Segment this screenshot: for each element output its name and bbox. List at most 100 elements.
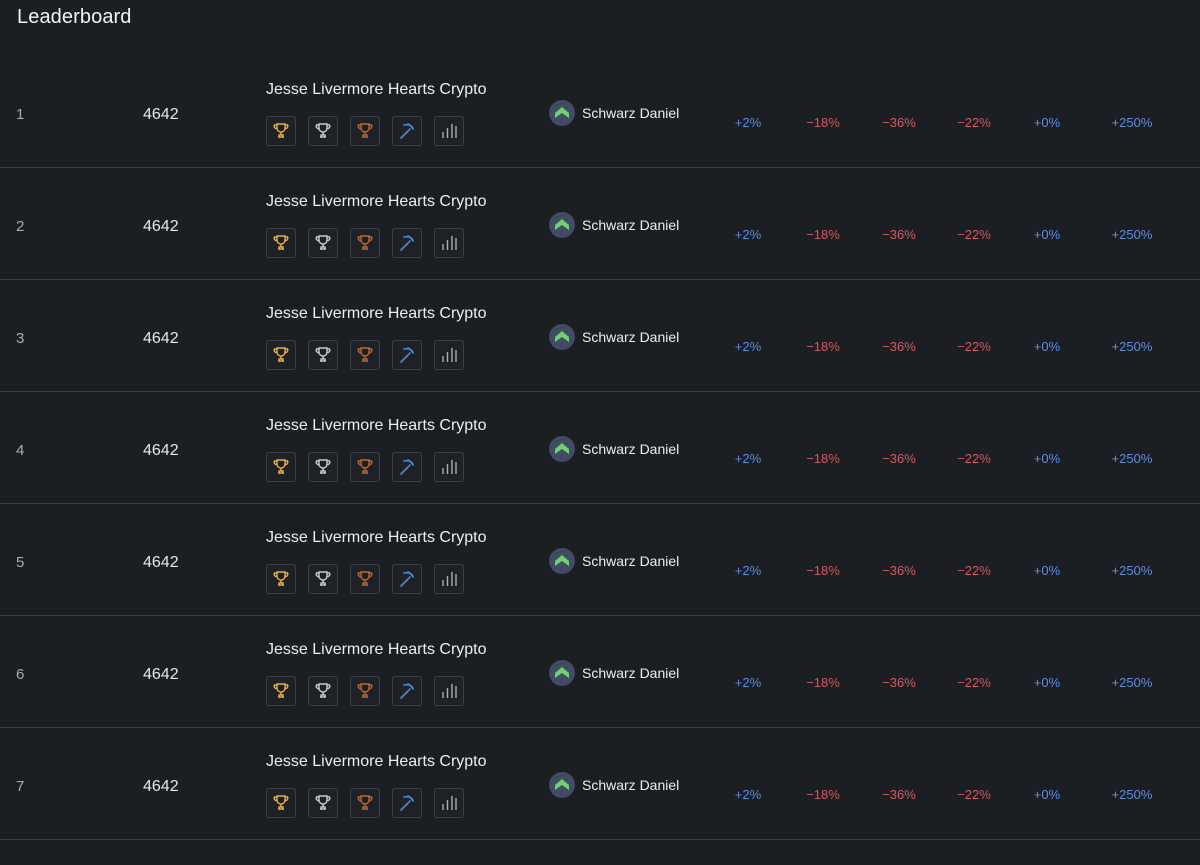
pickaxe-icon[interactable] <box>392 564 422 594</box>
pickaxe-icon[interactable] <box>392 228 422 258</box>
strategy-name[interactable]: Jesse Livermore Hearts Crypto <box>266 753 487 770</box>
badge-group <box>266 116 464 146</box>
pickaxe-icon[interactable] <box>392 788 422 818</box>
pickaxe-icon[interactable] <box>392 340 422 370</box>
bronze-trophy-icon[interactable] <box>350 340 380 370</box>
bar-chart-icon[interactable] <box>434 788 464 818</box>
silver-trophy-svg <box>315 347 331 362</box>
bar-chart-icon[interactable] <box>434 564 464 594</box>
bronze-trophy-icon[interactable] <box>350 788 380 818</box>
table-row[interactable]: 1 4642 Jesse Livermore Hearts Crypto <box>0 56 1200 168</box>
bronze-trophy-icon[interactable] <box>350 116 380 146</box>
badge-group <box>266 564 464 594</box>
return-2: −18% <box>806 115 840 130</box>
user-avatar <box>549 436 575 462</box>
user-avatar <box>549 660 575 686</box>
strategy-name[interactable]: Jesse Livermore Hearts Crypto <box>266 305 487 322</box>
bar-chart-icon[interactable] <box>434 676 464 706</box>
table-row[interactable]: 3 4642 Jesse Livermore Hearts Crypto <box>0 280 1200 392</box>
return-6: +250% <box>1111 115 1153 130</box>
silver-trophy-svg <box>315 571 331 586</box>
return-6: +250% <box>1111 563 1153 578</box>
bar-chart-svg <box>442 236 457 250</box>
bronze-trophy-icon[interactable] <box>350 228 380 258</box>
user-name: Schwarz Daniel <box>582 777 680 793</box>
silver-trophy-icon[interactable] <box>308 788 338 818</box>
user-link[interactable]: Schwarz Daniel <box>549 436 679 462</box>
strategy-name[interactable]: Jesse Livermore Hearts Crypto <box>266 193 487 210</box>
table-row[interactable]: 7 4642 Jesse Livermore Hearts Crypto <box>0 728 1200 840</box>
silver-trophy-icon[interactable] <box>308 340 338 370</box>
bar-chart-icon[interactable] <box>434 452 464 482</box>
user-link[interactable]: Schwarz Daniel <box>549 212 679 238</box>
return-3: −36% <box>882 227 916 242</box>
gold-trophy-icon[interactable] <box>266 564 296 594</box>
pickaxe-icon[interactable] <box>392 676 422 706</box>
return-4: −22% <box>957 115 991 130</box>
strategy-name[interactable]: Jesse Livermore Hearts Crypto <box>266 641 487 658</box>
pickaxe-icon[interactable] <box>392 452 422 482</box>
gold-trophy-icon[interactable] <box>266 452 296 482</box>
table-row[interactable]: 5 4642 Jesse Livermore Hearts Crypto <box>0 504 1200 616</box>
strategy-name[interactable]: Jesse Livermore Hearts Crypto <box>266 529 487 546</box>
gold-trophy-icon[interactable] <box>266 116 296 146</box>
gold-trophy-icon[interactable] <box>266 788 296 818</box>
return-6: +250% <box>1111 451 1153 466</box>
gold-trophy-svg <box>273 683 289 698</box>
pickaxe-svg <box>400 347 414 363</box>
return-2: −18% <box>806 563 840 578</box>
user-link[interactable]: Schwarz Daniel <box>549 324 679 350</box>
return-1: +2% <box>734 339 762 354</box>
user-link[interactable]: Schwarz Daniel <box>549 772 679 798</box>
bronze-trophy-svg <box>357 459 373 474</box>
bronze-trophy-icon[interactable] <box>350 564 380 594</box>
pickaxe-svg <box>400 123 414 139</box>
score-cell: 4642 <box>143 106 179 123</box>
strategy-name[interactable]: Jesse Livermore Hearts Crypto <box>266 81 487 98</box>
user-name: Schwarz Daniel <box>582 105 680 121</box>
return-2: −18% <box>806 787 840 802</box>
bar-chart-svg <box>442 796 457 810</box>
table-row[interactable]: 6 4642 Jesse Livermore Hearts Crypto <box>0 616 1200 728</box>
gold-trophy-icon[interactable] <box>266 228 296 258</box>
return-1: +2% <box>734 675 762 690</box>
pickaxe-svg <box>400 459 414 475</box>
bar-chart-icon[interactable] <box>434 228 464 258</box>
badge-group <box>266 340 464 370</box>
strategy-name[interactable]: Jesse Livermore Hearts Crypto <box>266 417 487 434</box>
pickaxe-icon[interactable] <box>392 116 422 146</box>
user-name: Schwarz Daniel <box>582 217 680 233</box>
user-avatar <box>549 324 575 350</box>
gold-trophy-svg <box>273 571 289 586</box>
gold-trophy-icon[interactable] <box>266 340 296 370</box>
user-link[interactable]: Schwarz Daniel <box>549 660 679 686</box>
bronze-trophy-icon[interactable] <box>350 676 380 706</box>
gold-trophy-icon[interactable] <box>266 676 296 706</box>
silver-trophy-icon[interactable] <box>308 228 338 258</box>
bar-chart-svg <box>442 572 457 586</box>
silver-trophy-icon[interactable] <box>308 452 338 482</box>
silver-trophy-icon[interactable] <box>308 116 338 146</box>
bronze-trophy-icon[interactable] <box>350 452 380 482</box>
avatar-chevron-icon <box>555 219 569 230</box>
pickaxe-svg <box>400 683 414 699</box>
user-avatar <box>549 772 575 798</box>
gold-trophy-svg <box>273 795 289 810</box>
bar-chart-icon[interactable] <box>434 116 464 146</box>
user-link[interactable]: Schwarz Daniel <box>549 100 679 126</box>
return-1: +2% <box>734 787 762 802</box>
pickaxe-svg <box>400 571 414 587</box>
bronze-trophy-svg <box>357 571 373 586</box>
pickaxe-svg <box>400 235 414 251</box>
table-row[interactable]: 2 4642 Jesse Livermore Hearts Crypto <box>0 168 1200 280</box>
silver-trophy-icon[interactable] <box>308 564 338 594</box>
user-link[interactable]: Schwarz Daniel <box>549 548 679 574</box>
gold-trophy-svg <box>273 235 289 250</box>
silver-trophy-icon[interactable] <box>308 676 338 706</box>
bar-chart-icon[interactable] <box>434 340 464 370</box>
return-4: −22% <box>957 787 991 802</box>
return-2: −18% <box>806 339 840 354</box>
user-name: Schwarz Daniel <box>582 329 680 345</box>
table-row[interactable]: 4 4642 Jesse Livermore Hearts Crypto <box>0 392 1200 504</box>
score-cell: 4642 <box>143 442 179 459</box>
